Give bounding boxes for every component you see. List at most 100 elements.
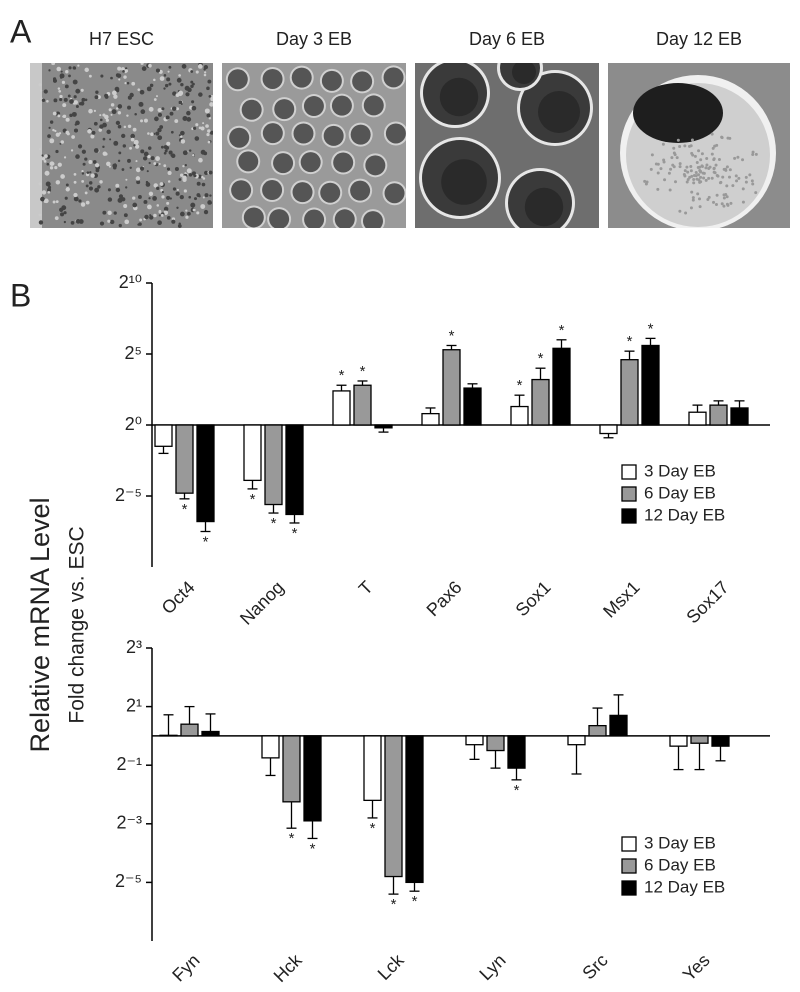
- texture: [203, 209, 209, 215]
- texture: [47, 190, 51, 194]
- texture: [157, 112, 163, 117]
- texture: [160, 213, 164, 217]
- texture: [107, 219, 111, 223]
- texture: [102, 122, 107, 128]
- texture: [687, 144, 691, 148]
- texture: [729, 201, 733, 205]
- texture: [181, 64, 187, 69]
- texture: [59, 212, 65, 217]
- colony: [384, 183, 405, 204]
- texture: [99, 180, 103, 184]
- texture: [182, 165, 185, 168]
- texture: [110, 113, 113, 116]
- texture: [81, 149, 86, 154]
- texture: [72, 79, 78, 85]
- texture: [694, 170, 698, 174]
- y-axis-label: Relative mRNA Level: [25, 497, 55, 752]
- texture: [733, 156, 737, 160]
- significance-label: *: [289, 830, 295, 847]
- colony: [262, 123, 283, 144]
- texture: [148, 197, 151, 200]
- texture: [710, 132, 714, 136]
- texture: [720, 202, 724, 206]
- texture: [176, 206, 179, 209]
- x-tick-label: Fyn: [168, 950, 203, 985]
- texture: [43, 89, 48, 94]
- texture: [77, 144, 83, 149]
- texture: [41, 154, 44, 157]
- texture: [157, 220, 162, 226]
- texture: [129, 146, 132, 150]
- texture: [85, 184, 89, 188]
- colony: [385, 123, 406, 144]
- texture: [166, 215, 171, 220]
- bar: [421, 412, 440, 426]
- colony: [323, 125, 344, 146]
- colony: [241, 99, 262, 120]
- texture: [170, 130, 174, 134]
- texture: [127, 158, 131, 163]
- texture: [690, 138, 694, 142]
- texture: [69, 99, 74, 104]
- texture: [118, 78, 121, 81]
- texture: [700, 164, 704, 168]
- texture: [147, 146, 152, 150]
- texture: [205, 124, 209, 128]
- texture: [198, 157, 203, 163]
- texture: [193, 126, 197, 130]
- texture: [698, 197, 702, 201]
- texture: [75, 154, 80, 159]
- texture: [678, 209, 682, 213]
- significance-label: *: [203, 533, 209, 550]
- texture: [124, 82, 127, 85]
- texture: [150, 156, 155, 161]
- texture: [88, 74, 92, 78]
- texture: [145, 182, 151, 187]
- significance-label: *: [648, 320, 654, 337]
- legend-swatch: [621, 880, 637, 896]
- texture: [180, 82, 184, 87]
- colony: [331, 95, 352, 116]
- texture: [690, 174, 694, 178]
- texture: [82, 162, 86, 166]
- texture: [717, 158, 721, 162]
- texture: [685, 180, 689, 184]
- texture: [179, 135, 183, 138]
- texture: [63, 220, 67, 224]
- texture: [712, 167, 716, 171]
- texture: [81, 172, 85, 175]
- texture: [661, 142, 665, 146]
- texture: [206, 133, 210, 137]
- texture: [171, 219, 176, 224]
- texture: [180, 130, 185, 136]
- texture: [166, 167, 171, 171]
- texture: [147, 204, 152, 210]
- texture: [697, 173, 701, 177]
- texture: [123, 125, 127, 129]
- texture: [88, 186, 94, 191]
- texture: [125, 178, 128, 181]
- texture: [106, 129, 111, 135]
- texture: [81, 179, 85, 183]
- texture: [704, 178, 708, 182]
- texture: [670, 156, 674, 160]
- texture: [132, 202, 138, 208]
- texture: [68, 66, 72, 70]
- texture: [168, 65, 172, 69]
- texture: [47, 134, 51, 138]
- colony: [243, 207, 264, 228]
- texture: [60, 140, 65, 144]
- texture: [712, 158, 716, 162]
- texture: [117, 111, 122, 115]
- eb-core: [538, 91, 580, 133]
- texture: [155, 131, 160, 136]
- texture: [98, 128, 102, 132]
- texture: [38, 182, 42, 186]
- texture: [169, 111, 174, 116]
- eb-core: [439, 77, 479, 117]
- texture: [150, 132, 154, 136]
- texture: [70, 149, 74, 152]
- colony: [273, 153, 294, 174]
- texture: [166, 195, 171, 200]
- texture: [44, 170, 50, 176]
